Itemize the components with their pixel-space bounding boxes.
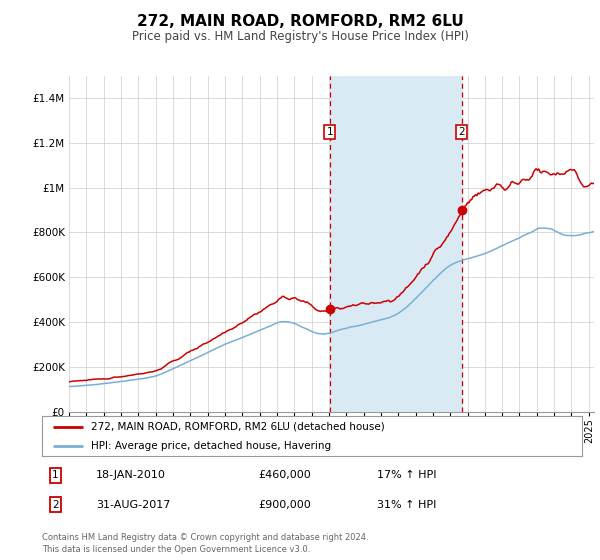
Text: 1: 1 [326, 127, 333, 137]
Text: Price paid vs. HM Land Registry's House Price Index (HPI): Price paid vs. HM Land Registry's House … [131, 30, 469, 43]
Text: 272, MAIN ROAD, ROMFORD, RM2 6LU: 272, MAIN ROAD, ROMFORD, RM2 6LU [137, 14, 463, 29]
Text: 272, MAIN ROAD, ROMFORD, RM2 6LU (detached house): 272, MAIN ROAD, ROMFORD, RM2 6LU (detach… [91, 422, 385, 432]
Text: £460,000: £460,000 [258, 470, 311, 480]
Text: 17% ↑ HPI: 17% ↑ HPI [377, 470, 436, 480]
Text: 2: 2 [52, 500, 59, 510]
Text: Contains HM Land Registry data © Crown copyright and database right 2024.
This d: Contains HM Land Registry data © Crown c… [42, 533, 368, 554]
Text: 31% ↑ HPI: 31% ↑ HPI [377, 500, 436, 510]
Bar [330, 76, 462, 412]
Text: 31-AUG-2017: 31-AUG-2017 [96, 500, 170, 510]
Text: HPI: Average price, detached house, Havering: HPI: Average price, detached house, Have… [91, 441, 331, 450]
Text: £900,000: £900,000 [258, 500, 311, 510]
Text: 18-JAN-2010: 18-JAN-2010 [96, 470, 166, 480]
Text: 1: 1 [52, 470, 59, 480]
Text: 2: 2 [458, 127, 465, 137]
